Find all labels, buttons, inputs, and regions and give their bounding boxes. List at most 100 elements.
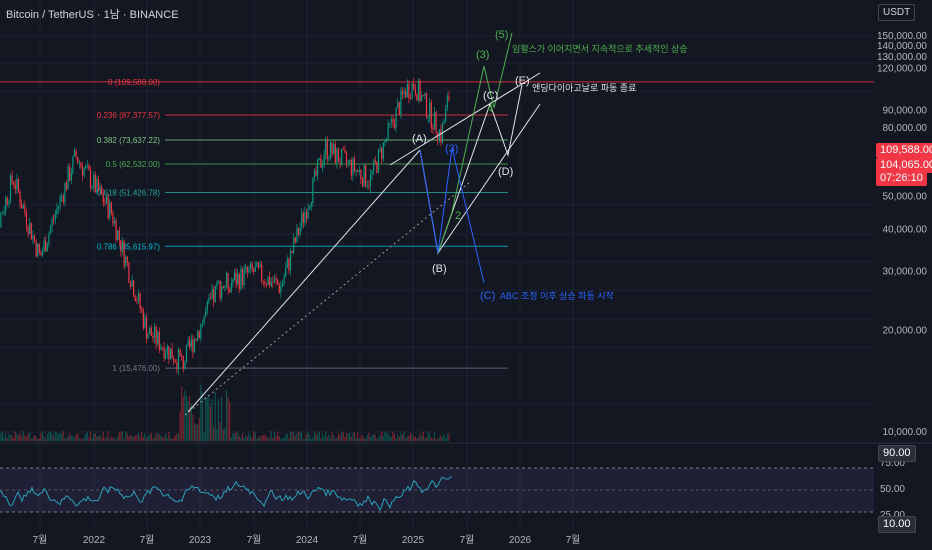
- volume-bar: [43, 436, 45, 441]
- diagonal-upper-line[interactable]: [389, 72, 541, 166]
- candle-body: [443, 120, 445, 124]
- candle-body: [251, 263, 253, 270]
- volume-bar: [134, 435, 136, 441]
- candle-body: [339, 161, 341, 164]
- price-tick-label: 20,000.00: [883, 326, 928, 337]
- candle-body: [37, 243, 39, 257]
- price-axis[interactable]: 150,000.00140,000.00130,000.00120,000.00…: [877, 31, 927, 438]
- price-tick-label: 120,000.00: [877, 64, 927, 75]
- volume-bar: [342, 432, 344, 441]
- volume-bar: [336, 437, 338, 441]
- candle-body: [70, 173, 72, 181]
- candle-body: [120, 240, 122, 252]
- candle-body: [272, 281, 274, 283]
- volume-bar: [275, 436, 277, 441]
- candle-body: [320, 158, 322, 168]
- volume-bar: [216, 428, 218, 441]
- diagonal-lower-line[interactable]: [437, 103, 541, 254]
- candle-body: [229, 289, 231, 293]
- volume-bar: [104, 438, 106, 441]
- price-tick-label: 30,000.00: [883, 266, 928, 277]
- elliott-wave-drawings[interactable]: [184, 32, 541, 416]
- candle-body: [9, 175, 12, 202]
- volume-bar: [141, 432, 143, 441]
- candle-body: [384, 140, 386, 143]
- wave-labels: (A) (B) (C) (D) (E) (3) (5) (3) 2 4 (C) …: [412, 29, 688, 302]
- volume-bar: [256, 438, 258, 441]
- time-axis[interactable]: 7월 2022 7월 2023 7월 2024 7월 2025 7월 2026 7월: [33, 534, 581, 546]
- volume-bar: [83, 437, 85, 441]
- candle-body: [126, 256, 128, 263]
- candle-body: [171, 348, 173, 359]
- candle-body: [40, 252, 42, 256]
- dashed-trend-line[interactable]: [184, 181, 471, 416]
- currency-badge[interactable]: USDT: [878, 4, 916, 21]
- volume-bar: [93, 433, 95, 441]
- volume-bar: [249, 435, 252, 441]
- volume-bar: [45, 438, 47, 441]
- candle-body: [337, 148, 340, 162]
- candle-body: [429, 102, 431, 118]
- candle-body: [21, 204, 23, 209]
- candle-body: [262, 280, 264, 282]
- candle-body: [129, 282, 132, 287]
- candle-body: [81, 166, 84, 176]
- candle-body: [109, 202, 111, 218]
- fibonacci-retracement[interactable]: 0 (109,588.00) 0.236 (87,377.57) 0.382 (73…: [0, 78, 874, 373]
- volume-bar: [416, 438, 418, 441]
- volume-bar: [433, 432, 436, 441]
- volume-bar: [128, 436, 130, 441]
- volume-bar: [126, 433, 128, 441]
- candle-body: [265, 283, 268, 285]
- volume-bar: [374, 434, 376, 441]
- volume-bar: [11, 435, 13, 441]
- candle-body: [112, 212, 114, 224]
- time-tick-label: 7월: [566, 534, 581, 546]
- white-note: 엔딩다이아고날로 파동 종료: [532, 83, 636, 93]
- candle-body: [30, 222, 32, 240]
- wave-label-e: (E): [515, 75, 530, 87]
- volume-bar: [54, 431, 56, 441]
- upper-channel-line[interactable]: [187, 149, 421, 413]
- candle-body: [297, 227, 300, 235]
- candle-body: [182, 356, 184, 369]
- volume-bar: [305, 433, 308, 441]
- rsi-tick-label: 25.00: [880, 510, 905, 521]
- volume-bar: [352, 432, 354, 441]
- candle-body: [133, 280, 135, 297]
- candle-body: [411, 83, 413, 99]
- volume-bar: [187, 401, 189, 441]
- candle-body: [349, 159, 351, 162]
- candle-body: [361, 178, 364, 187]
- rsi-axis[interactable]: 75.00 50.00 25.00: [880, 458, 905, 521]
- volume-bar: [398, 436, 400, 441]
- blue-correction-path[interactable]: [419, 147, 485, 284]
- volume-bar: [435, 438, 437, 441]
- candle-body: [427, 117, 429, 119]
- symbol-title[interactable]: Bitcoin / TetherUS · 1남 · BINANCE: [6, 9, 179, 21]
- candle-body: [118, 230, 120, 241]
- rsi-band: [0, 468, 874, 512]
- candle-body: [227, 273, 229, 290]
- volume-bar: [349, 432, 351, 441]
- candle-body: [216, 282, 218, 287]
- candle-body: [326, 140, 328, 159]
- candle-body: [205, 310, 207, 317]
- volume-bar: [390, 437, 392, 441]
- volume-bar: [200, 384, 202, 441]
- candle-body: [137, 293, 140, 302]
- candle-body: [382, 142, 384, 160]
- volume-bar: [6, 438, 8, 441]
- candle-body: [105, 195, 108, 204]
- green-impulse-path[interactable]: [437, 32, 513, 254]
- candle-body: [32, 235, 34, 240]
- volume-bar: [358, 438, 360, 441]
- candle-body: [334, 144, 336, 164]
- volume-bar: [142, 437, 144, 441]
- volume-bar: [24, 435, 26, 441]
- volume-bar: [17, 436, 20, 441]
- candle-body: [446, 96, 448, 108]
- fib-level-label: 0.786 (35,615.97): [97, 242, 160, 251]
- volume-bar: [401, 434, 404, 441]
